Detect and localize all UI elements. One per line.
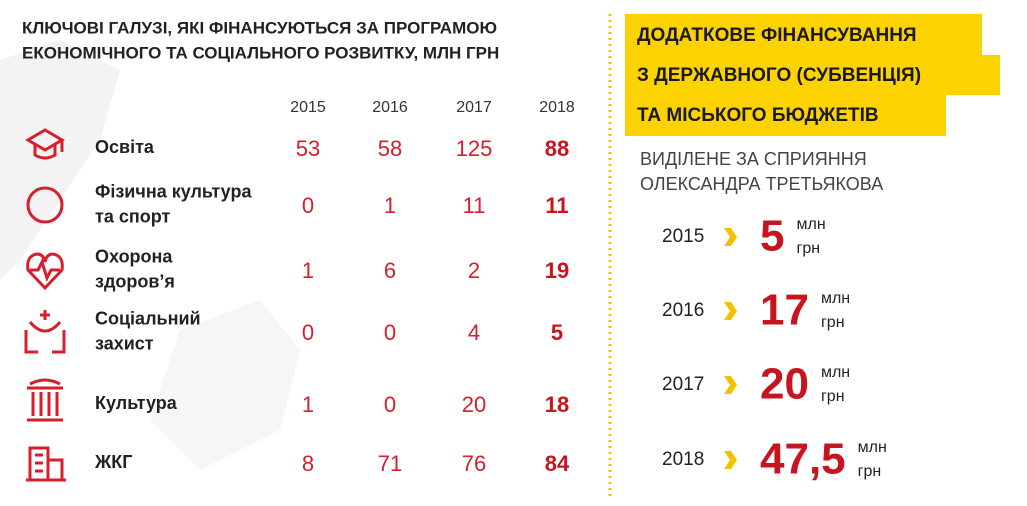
row-label: Соціальний (95, 308, 201, 328)
map-shape (0, 40, 120, 280)
cell-value: 11 (463, 193, 486, 218)
item-unit: млн (796, 216, 825, 233)
cell-value: 1 (384, 193, 396, 218)
social-icon (24, 310, 66, 354)
year-header: 2017 (456, 99, 492, 116)
cell-value: 8 (302, 451, 314, 476)
row-label: Охорона (95, 246, 173, 266)
title-highlight (625, 14, 1000, 136)
right-title: ДОДАТКОВЕ ФІНАНСУВАННЯ (637, 25, 917, 46)
item-unit: млн (821, 290, 850, 307)
cell-value: 125 (456, 136, 493, 161)
right-subtitle: ОЛЕКСАНДРА ТРЕТЬЯКОВА (640, 174, 883, 194)
item-unit: млн (821, 364, 850, 381)
row-label: Фізична культура (95, 181, 252, 201)
right-title: З ДЕРЖАВНОГО (СУБВЕНЦІЯ) (637, 65, 921, 86)
row-label: здоров’я (95, 271, 175, 291)
cell-value: 0 (302, 320, 314, 345)
row-label: Освіта (95, 137, 155, 157)
housing-icon (26, 446, 66, 482)
item-unit: грн (858, 463, 882, 480)
culture-icon (27, 378, 63, 422)
row-label: ЖКГ (94, 452, 132, 472)
cell-value: 19 (545, 258, 569, 283)
chevron (724, 302, 737, 320)
cell-value: 20 (462, 392, 486, 417)
right-title: ТА МІСЬКОГО БЮДЖЕТІВ (637, 105, 879, 126)
cell-value: 58 (378, 136, 402, 161)
cell-value: 2 (468, 258, 480, 283)
item-value: 17 (760, 286, 809, 335)
cell-value: 71 (378, 451, 402, 476)
sport-icon (26, 186, 64, 224)
item-unit: млн (858, 439, 887, 456)
right-subtitle: ВИДІЛЕНЕ ЗА СПРИЯННЯ (640, 149, 867, 169)
education-icon (25, 128, 65, 160)
cell-value: 1 (302, 392, 314, 417)
chevron (724, 451, 737, 469)
cell-value: 76 (462, 451, 486, 476)
icons (24, 128, 66, 482)
item-year: 2017 (662, 374, 704, 395)
cell-value: 4 (468, 320, 480, 345)
cell-value: 53 (296, 136, 320, 161)
health-icon (26, 252, 64, 291)
item-unit: грн (821, 314, 845, 331)
item-year: 2016 (662, 300, 704, 321)
year-header: 2016 (372, 99, 408, 116)
cell-value: 1 (302, 258, 314, 283)
cell-value: 0 (302, 193, 314, 218)
chevron (724, 376, 737, 394)
item-year: 2018 (662, 449, 704, 470)
item-unit: грн (796, 240, 820, 257)
cell-value: 18 (545, 392, 569, 417)
row-label: Культура (95, 393, 178, 413)
cell-value: 11 (545, 193, 568, 218)
item-year: 2015 (662, 226, 704, 247)
left-title: ЕКОНОМІЧНОГО ТА СОЦІАЛЬНОГО РОЗВИТКУ, МЛ… (22, 43, 499, 62)
row-label: захист (95, 333, 154, 353)
cell-value: 84 (545, 451, 570, 476)
item-value: 47,5 (760, 435, 846, 484)
cell-value: 6 (384, 258, 396, 283)
cell-value: 0 (384, 320, 396, 345)
row-label: та спорт (95, 206, 170, 226)
item-value: 20 (760, 360, 809, 409)
year-header: 2018 (539, 99, 575, 116)
cell-value: 0 (384, 392, 396, 417)
item-value: 5 (760, 212, 784, 261)
map-shape (150, 300, 300, 470)
year-header: 2015 (290, 99, 326, 116)
left-title: КЛЮЧОВІ ГАЛУЗІ, ЯКІ ФІНАНСУЮТЬСЯ ЗА ПРОГ… (22, 18, 497, 37)
chevron (724, 228, 737, 246)
cell-value: 5 (551, 320, 563, 345)
cell-value: 88 (545, 136, 569, 161)
item-unit: грн (821, 388, 845, 405)
